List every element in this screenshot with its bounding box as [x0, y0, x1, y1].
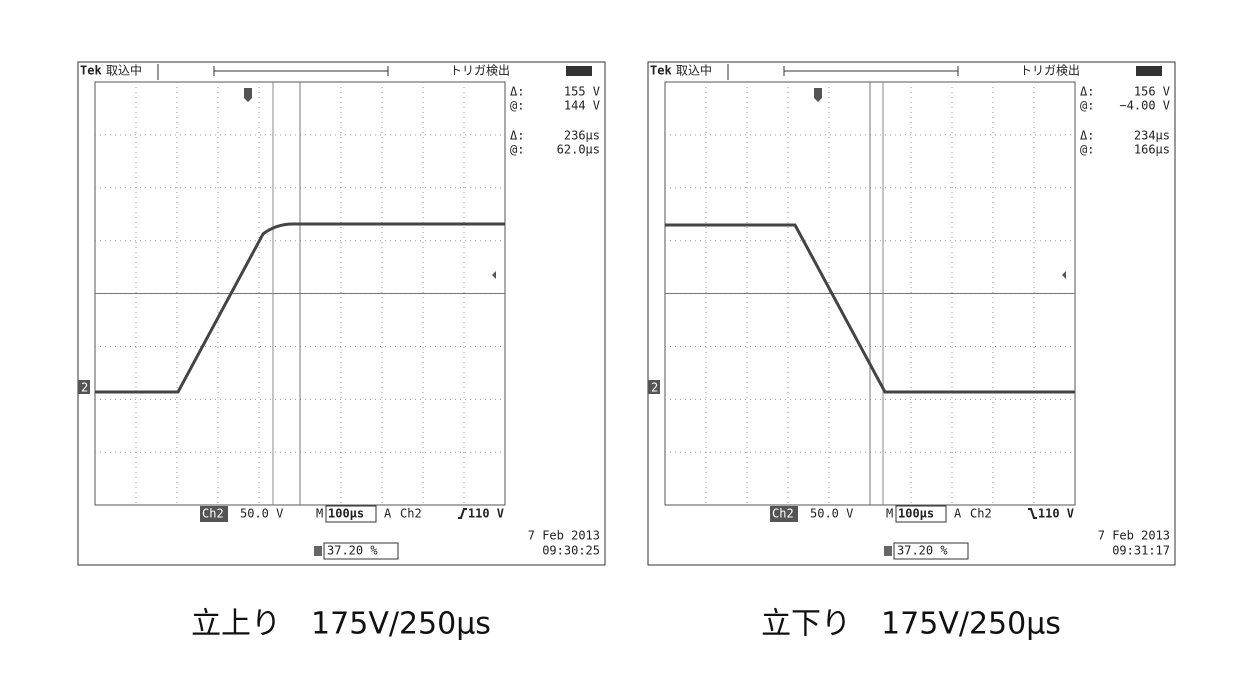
position-box	[323, 542, 399, 560]
timebase-box	[325, 505, 377, 523]
brand: Tek	[650, 64, 672, 78]
caption: 立上り 175V/250μs	[191, 607, 491, 642]
readout-value: 144 V	[564, 99, 600, 113]
trigger-channel: Ch2	[400, 507, 422, 521]
scope-panel: Tek 取込中 トリガ検出 2 Δ: 155 V @: 144 V Δ: 236µs @: 62.0µ…	[77, 61, 606, 566]
timebase: 100µs	[898, 507, 934, 521]
trigger-channel: Ch2	[970, 507, 992, 521]
readout-value: −4.00 V	[1119, 99, 1170, 113]
readout-value: 155 V	[564, 85, 600, 99]
readout-value: 236µs	[564, 129, 600, 143]
ch-marker-box	[648, 380, 660, 394]
readout-label: Δ:	[1080, 85, 1094, 99]
readout-label: @:	[1080, 99, 1094, 113]
readout-label: @:	[1080, 143, 1094, 157]
trigger-state: トリガ検出	[450, 64, 510, 78]
caption: 立下り 175V/250μs	[761, 607, 1061, 642]
position: 37.20 %	[327, 544, 378, 558]
readout-label: @:	[510, 143, 524, 157]
readout-value: 156 V	[1134, 85, 1170, 99]
panel-frame	[77, 61, 606, 566]
position: 37.20 %	[897, 544, 948, 558]
channel: Ch2	[772, 507, 794, 521]
timebase-label: M	[316, 507, 323, 521]
timebase-label: M	[886, 507, 893, 521]
trigger-level	[492, 271, 496, 279]
trigger-slope	[1028, 508, 1037, 519]
scale: 50.0 V	[240, 507, 283, 521]
timebase: 100µs	[328, 507, 364, 521]
timebase-box	[895, 505, 947, 523]
readout-label: Δ:	[510, 85, 524, 99]
ch-marker-box	[78, 380, 90, 394]
trigger-marker	[244, 88, 252, 102]
readout-label: Δ:	[510, 129, 524, 143]
acq-status: 取込中	[106, 63, 142, 78]
channel-marker: 2	[81, 381, 88, 395]
battery	[566, 66, 592, 76]
position-icon	[884, 546, 892, 556]
date: 7 Feb 2013	[1098, 529, 1170, 543]
readout-value: 62.0µs	[557, 143, 600, 157]
readout-label: Δ:	[1080, 129, 1094, 143]
channel-box	[200, 506, 228, 522]
trigger-level-value: 110 V	[1038, 507, 1074, 521]
trigger-state: トリガ検出	[1020, 64, 1080, 78]
trigger-label: A	[384, 507, 392, 521]
channel-box	[770, 506, 798, 522]
time: 09:31:17	[1112, 544, 1170, 558]
readout-label: @:	[510, 99, 524, 113]
panel-frame	[647, 61, 1176, 566]
readout-value: 234µs	[1134, 129, 1170, 143]
brand: Tek	[80, 64, 102, 78]
record-bar	[213, 66, 389, 76]
scale: 50.0 V	[810, 507, 853, 521]
scope-panel: Tek 取込中 トリガ検出 2 Δ: 156 V @: −4.00 V Δ: 234µs @: 166…	[647, 61, 1176, 566]
channel-marker: 2	[651, 381, 658, 395]
trigger-level	[1062, 271, 1066, 279]
channel: Ch2	[202, 507, 224, 521]
acq-status: 取込中	[676, 63, 712, 78]
trigger-slope	[458, 508, 467, 519]
position-icon	[314, 546, 322, 556]
trigger-level-value: 110 V	[468, 507, 504, 521]
trace	[95, 222, 505, 394]
date: 7 Feb 2013	[528, 529, 600, 543]
battery	[1136, 66, 1162, 76]
readout-value: 166µs	[1134, 143, 1170, 157]
record-bar	[783, 66, 959, 76]
position-box	[893, 542, 969, 560]
time: 09:30:25	[542, 544, 600, 558]
trigger-marker	[814, 88, 822, 102]
trace	[665, 223, 1075, 394]
trigger-label: A	[954, 507, 962, 521]
